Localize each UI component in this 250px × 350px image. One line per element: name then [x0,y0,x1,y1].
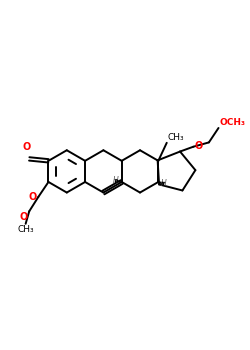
Text: H: H [113,176,119,185]
Text: O: O [28,193,36,202]
Text: O: O [23,142,31,152]
Text: CH₃: CH₃ [168,133,184,142]
Text: O: O [194,141,203,151]
Text: O: O [20,212,28,223]
Text: H: H [161,178,167,188]
Text: CH₃: CH₃ [17,225,34,234]
Text: OCH₃: OCH₃ [220,118,246,127]
